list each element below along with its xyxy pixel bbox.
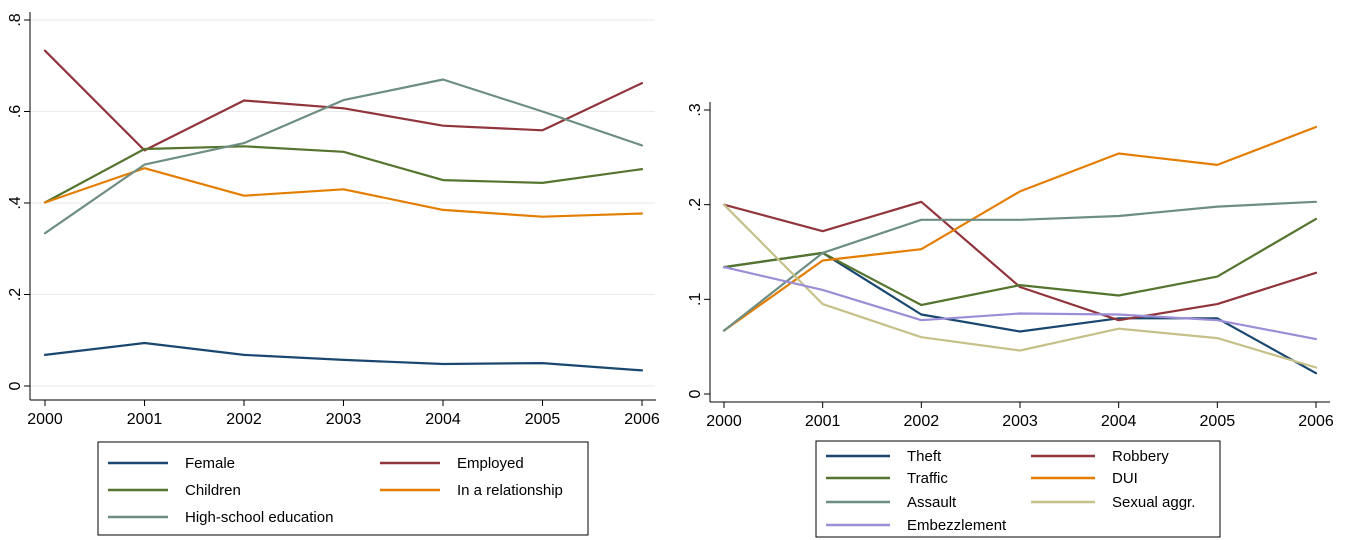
y-tick-label: .6 xyxy=(7,105,24,118)
y-tick-label: 0 xyxy=(7,381,24,390)
series-line-robbery xyxy=(722,200,1318,322)
panel-individual-characteristics: 0 .2 .4 .6 .8 2000 2001 2002 2003 2004 2005 2006 Fem… xyxy=(7,12,660,536)
x-tick-label: 2001 xyxy=(805,413,841,430)
x-tick-label: 2002 xyxy=(904,413,940,430)
series-line-embezzlement xyxy=(722,266,1318,341)
legend-label-theft: Theft xyxy=(907,448,942,465)
x-tick-label: 2001 xyxy=(127,411,163,428)
legend-box xyxy=(97,441,589,536)
series-line-children xyxy=(43,145,644,204)
x-tick-label: 2000 xyxy=(706,413,742,430)
legend-label-female: Female xyxy=(185,455,235,472)
series-line-sexual-aggr xyxy=(722,203,1318,369)
series-line-in-a-relationship xyxy=(43,167,644,218)
legend-label-sexual-aggr: Sexual aggr. xyxy=(1112,494,1195,511)
series-line-female xyxy=(43,341,644,372)
series-line-assault xyxy=(722,200,1318,332)
series-line-dui xyxy=(722,125,1318,332)
panel-crime-types: 0 .1 .2 .3 2000 2001 2002 2003 2004 2005 2006 Theft… xyxy=(687,102,1334,538)
x-tick-label: 2004 xyxy=(425,411,461,428)
legend: Female Employed Children In a relationship H… xyxy=(97,441,589,536)
series-line-employed xyxy=(43,49,644,152)
x-tick-label: 2000 xyxy=(27,411,63,428)
legend-label-high-school-education: High-school education xyxy=(185,509,333,526)
x-tick-label: 2006 xyxy=(1298,413,1334,430)
legend-label-assault: Assault xyxy=(907,494,957,511)
legend: Theft Robbery Traffic DUI Assault Sexual aggr… xyxy=(815,440,1221,538)
legend-label-in-a-relationship: In a relationship xyxy=(457,482,563,499)
legend-label-traffic: Traffic xyxy=(907,470,948,487)
x-tick-label: 2003 xyxy=(1002,413,1038,430)
x-tick-label: 2006 xyxy=(624,411,660,428)
y-tick-label: .3 xyxy=(687,103,704,116)
x-tick-label: 2002 xyxy=(226,411,262,428)
legend-label-robbery: Robbery xyxy=(1112,448,1169,465)
y-tick-label: .2 xyxy=(7,288,24,301)
series-line-high-school-education xyxy=(43,78,644,235)
x-tick-label: 2005 xyxy=(1200,413,1236,430)
y-tick-label: .4 xyxy=(7,196,24,209)
legend-label-dui: DUI xyxy=(1112,470,1138,487)
legend-label-employed: Employed xyxy=(457,455,524,472)
legend-label-embezzlement: Embezzlement xyxy=(907,517,1007,534)
x-tick-label: 2004 xyxy=(1101,413,1137,430)
y-tick-label: .2 xyxy=(687,198,704,211)
legend-label-children: Children xyxy=(185,482,241,499)
y-tick-label: 0 xyxy=(687,389,704,398)
y-tick-label: .8 xyxy=(7,13,24,26)
x-tick-label: 2005 xyxy=(525,411,561,428)
x-tick-label: 2003 xyxy=(326,411,362,428)
y-tick-label: .1 xyxy=(687,293,704,306)
